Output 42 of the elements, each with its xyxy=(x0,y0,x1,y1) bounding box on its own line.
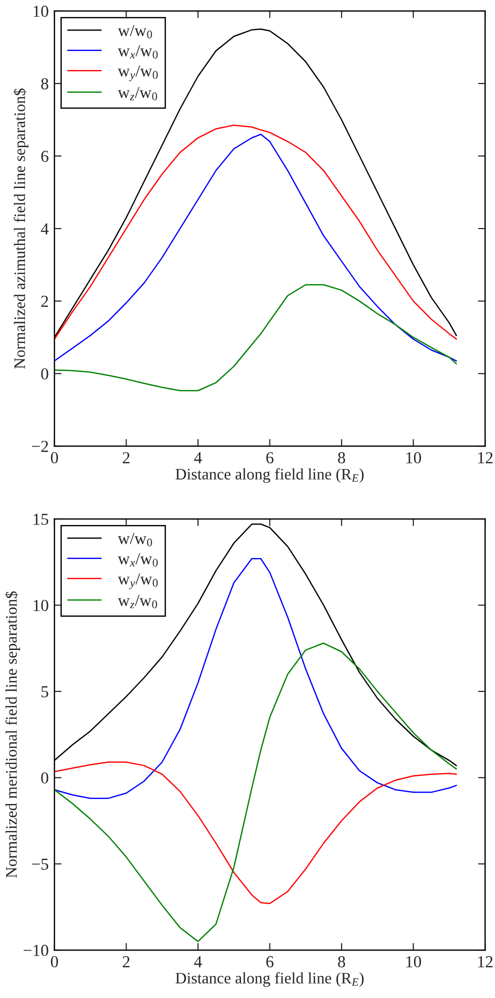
x-tick-label: 10 xyxy=(406,956,422,968)
x-tick-label: 8 xyxy=(338,452,346,464)
legend-label: w/w$_{0}$ xyxy=(118,532,152,546)
y-axis-title: Normalized meridional field line separation$ xyxy=(5,591,20,878)
x-tick-label: 0 xyxy=(50,452,58,464)
legend-label: w$_{y}$/w$_{0}$ xyxy=(118,65,158,82)
x-tick-label: 0 xyxy=(50,956,58,968)
x-tick-label: 6 xyxy=(266,452,274,464)
legend-label: w/w$_{0}$ xyxy=(118,24,152,38)
line-series xyxy=(54,642,458,942)
y-tick-label: −10 xyxy=(24,944,48,956)
legend-label: w$_{x}$/w$_{0}$ xyxy=(118,553,158,567)
x-tick-label: 2 xyxy=(122,956,130,968)
x-tick-label: 6 xyxy=(266,956,274,968)
line-series xyxy=(54,761,458,904)
x-tick-label: 2 xyxy=(122,452,130,464)
x-tick-label: 8 xyxy=(338,956,346,968)
y-tick-label: 15 xyxy=(34,514,48,525)
y-tick-label: 4 xyxy=(40,223,49,234)
y-tick-label: 8 xyxy=(41,78,48,90)
x-tick-label: 4 xyxy=(194,452,202,464)
y-tick-label: 2 xyxy=(41,296,48,307)
y-tick-label: −2 xyxy=(32,440,48,452)
y-tick-label: 0 xyxy=(41,368,48,380)
x-tick-label: 12 xyxy=(478,452,493,464)
x-tick-label: 4 xyxy=(194,956,202,968)
x-axis-title: Distance along field line (R$_{E}$) xyxy=(176,468,364,483)
y-tick-label: 10 xyxy=(34,6,48,17)
y-tick-label: 6 xyxy=(41,150,48,162)
x-axis-title: Distance along field line (R$_{E}$) xyxy=(176,972,364,987)
y-tick-label: 0 xyxy=(41,772,48,784)
y-axis-title: Normalized azimuthal field line separation$ xyxy=(13,88,28,369)
legend-label: w$_{y}$/w$_{0}$ xyxy=(118,573,158,590)
y-tick-label: 5 xyxy=(42,686,48,698)
x-tick-label: 10 xyxy=(406,452,422,464)
y-tick-label: −5 xyxy=(32,858,48,870)
line-series xyxy=(54,284,458,392)
x-tick-label: 12 xyxy=(478,956,493,968)
legend-label: w$_{x}$/w$_{0}$ xyxy=(118,45,158,59)
y-tick-label: 10 xyxy=(34,600,48,612)
legend-label: w$_{z}$/w$_{0}$ xyxy=(118,86,158,100)
legend-label: w$_{z}$/w$_{0}$ xyxy=(118,594,158,608)
